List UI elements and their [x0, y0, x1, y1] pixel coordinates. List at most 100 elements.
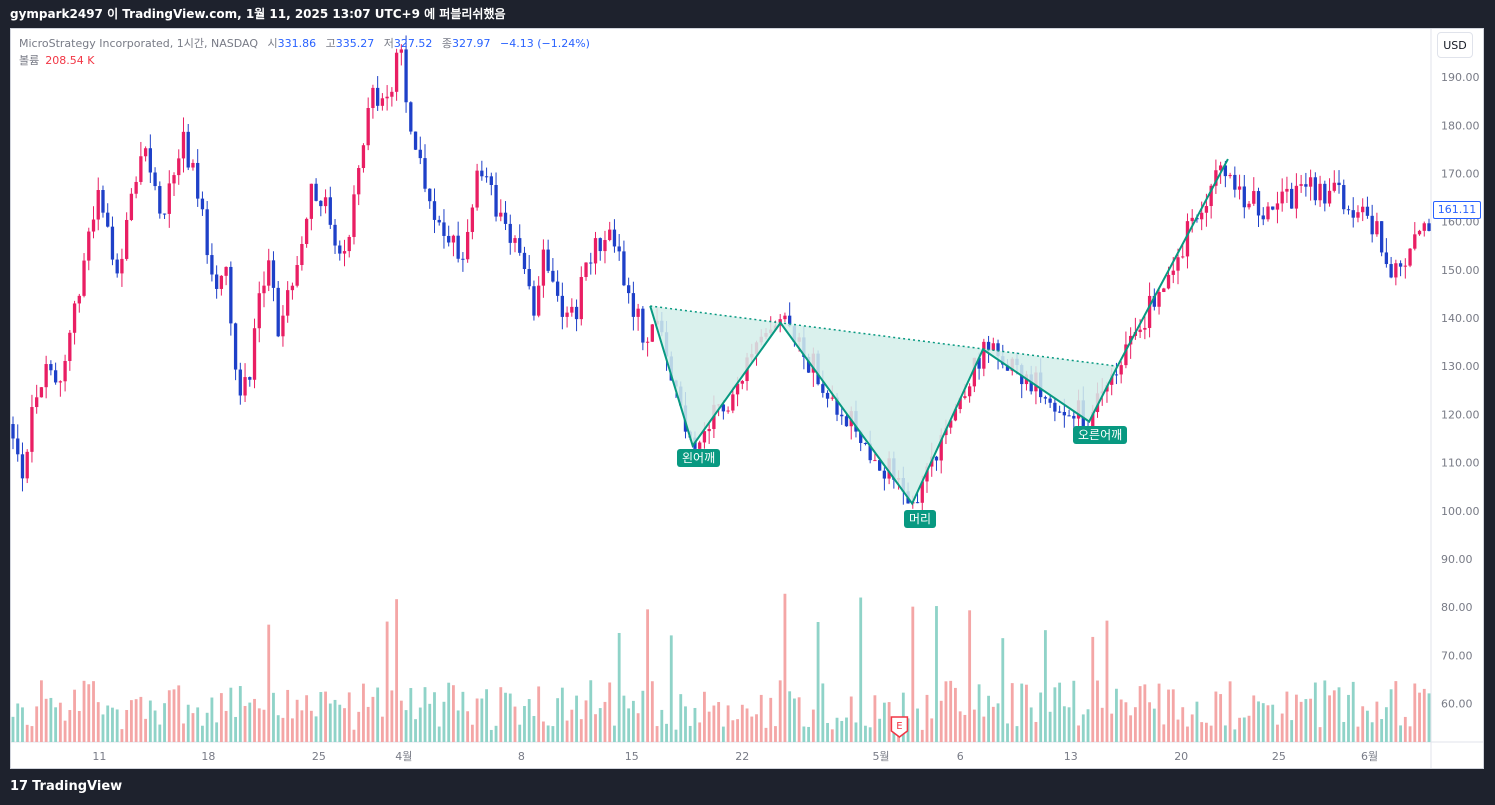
candle-body — [1233, 174, 1237, 190]
volume-bar — [1110, 713, 1114, 742]
volume-bar — [39, 680, 43, 742]
volume-bar — [328, 703, 332, 742]
candle-body — [394, 52, 399, 92]
candle-body — [233, 323, 238, 370]
volume-bar — [579, 719, 583, 742]
candle-body — [1290, 188, 1294, 209]
candle-body — [82, 260, 86, 296]
candle-body — [1304, 184, 1308, 187]
candle-body — [1342, 185, 1346, 210]
volume-bar — [290, 718, 294, 742]
currency-button[interactable]: USD — [1437, 32, 1473, 58]
candle-body — [949, 420, 953, 428]
volume-bar — [134, 699, 138, 742]
volume-bar — [693, 707, 697, 742]
volume-bar — [939, 700, 943, 742]
volume-bar — [158, 724, 162, 742]
candle-body — [1171, 270, 1175, 275]
y-tick-label: 60.00 — [1441, 697, 1473, 710]
volume-bar — [1266, 705, 1270, 742]
volume-bar — [721, 726, 725, 742]
volume-bar — [759, 694, 763, 742]
volume-bar — [352, 729, 356, 742]
volume-bar — [1081, 714, 1085, 742]
candle-body — [560, 295, 565, 317]
candle-body — [181, 131, 186, 159]
volume-bar — [191, 713, 195, 742]
volume-bar — [177, 685, 181, 742]
volume-bar — [1053, 687, 1057, 742]
candle-body — [1190, 217, 1194, 222]
candle-body — [461, 258, 465, 260]
volume-bar — [215, 722, 219, 742]
candle-body — [622, 251, 626, 286]
volume-bar — [1342, 721, 1346, 742]
tradingview-logo[interactable]: 17 TradingView — [10, 779, 122, 794]
pattern-fill — [650, 306, 1118, 504]
volume-bar — [1309, 698, 1313, 742]
volume-bar — [96, 702, 100, 742]
candle-body — [953, 409, 958, 421]
candle-body — [380, 98, 385, 106]
volume-bar — [987, 695, 990, 742]
candle-body — [603, 240, 607, 252]
candle-body — [371, 87, 375, 109]
volume-bar — [1015, 726, 1019, 742]
volume-bar — [816, 622, 820, 742]
right-shoulder-label[interactable]: 오른어깨 — [1073, 426, 1128, 444]
left-shoulder-label[interactable]: 왼어깨 — [677, 449, 721, 467]
volume-bar — [11, 716, 15, 742]
candle-body — [432, 201, 437, 220]
volume-bar — [1157, 683, 1161, 742]
y-tick-label: 150.00 — [1441, 264, 1480, 277]
volume-bar — [532, 715, 536, 742]
candle-body — [1285, 188, 1289, 192]
volume-bar — [769, 697, 773, 742]
volume-bar — [1048, 711, 1052, 742]
candle-body — [1124, 344, 1128, 366]
candle-body — [1247, 203, 1251, 208]
candle-body — [1119, 365, 1123, 375]
volume-bar — [826, 722, 829, 742]
head-label[interactable]: 머리 — [904, 510, 937, 528]
candle-body — [1280, 191, 1284, 204]
volume-bar — [433, 692, 436, 742]
candle-body — [977, 357, 981, 369]
volume-bar — [1100, 707, 1104, 742]
volume-bar — [380, 716, 384, 742]
volume-bar — [1096, 680, 1099, 742]
chart-frame[interactable]: 60.00 70.00 80.00 90.00 100.00 110.00 120.00 13… — [10, 28, 1484, 769]
candle-body — [835, 397, 839, 415]
volume-bar — [456, 710, 460, 742]
volume-bar — [958, 711, 962, 742]
candle-body — [920, 481, 924, 503]
candle-body — [196, 162, 200, 199]
volume-label[interactable]: 볼륨 — [19, 54, 40, 67]
volume-bar — [73, 689, 76, 742]
volume-bar — [982, 716, 986, 742]
candle-body — [1252, 191, 1256, 204]
volume-bar — [802, 726, 806, 742]
volume-bar — [115, 709, 119, 742]
candle-body — [489, 176, 493, 185]
candle-body — [333, 224, 337, 246]
y-tick-label: 70.00 — [1441, 649, 1473, 662]
volume-bar — [603, 701, 607, 742]
candle-body — [413, 131, 418, 150]
volume-bar — [1152, 708, 1156, 742]
volume-bar — [944, 681, 948, 742]
volume-bar — [665, 723, 668, 742]
candle-body — [205, 209, 209, 256]
volume-bar — [253, 698, 256, 742]
symbol-name[interactable]: MicroStrategy Incorporated, 1시간, NASDAQ — [19, 37, 259, 50]
volume-bar — [362, 683, 365, 742]
candlestick-chart[interactable]: 60.00 70.00 80.00 90.00 100.00 110.00 120.00 13… — [11, 29, 1483, 768]
volume-bar — [125, 709, 129, 742]
volume-bar — [106, 705, 110, 742]
candle-body — [963, 396, 967, 398]
candle-body — [1346, 209, 1351, 211]
volume-bar — [527, 699, 531, 742]
volume-bar — [196, 707, 200, 742]
candle-body — [158, 186, 162, 214]
volume-bar — [418, 707, 422, 742]
